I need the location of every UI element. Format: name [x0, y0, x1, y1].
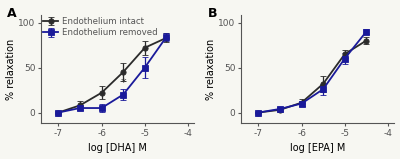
X-axis label: log [EPA] M: log [EPA] M: [290, 143, 346, 153]
Text: B: B: [208, 7, 217, 20]
X-axis label: log [DHA] M: log [DHA] M: [88, 143, 147, 153]
Text: A: A: [8, 7, 17, 20]
Y-axis label: % relaxation: % relaxation: [6, 39, 16, 100]
Legend: Endothelium intact, Endothelium removed: Endothelium intact, Endothelium removed: [43, 17, 158, 37]
Text: *: *: [120, 78, 126, 88]
Y-axis label: % relaxation: % relaxation: [206, 39, 216, 100]
